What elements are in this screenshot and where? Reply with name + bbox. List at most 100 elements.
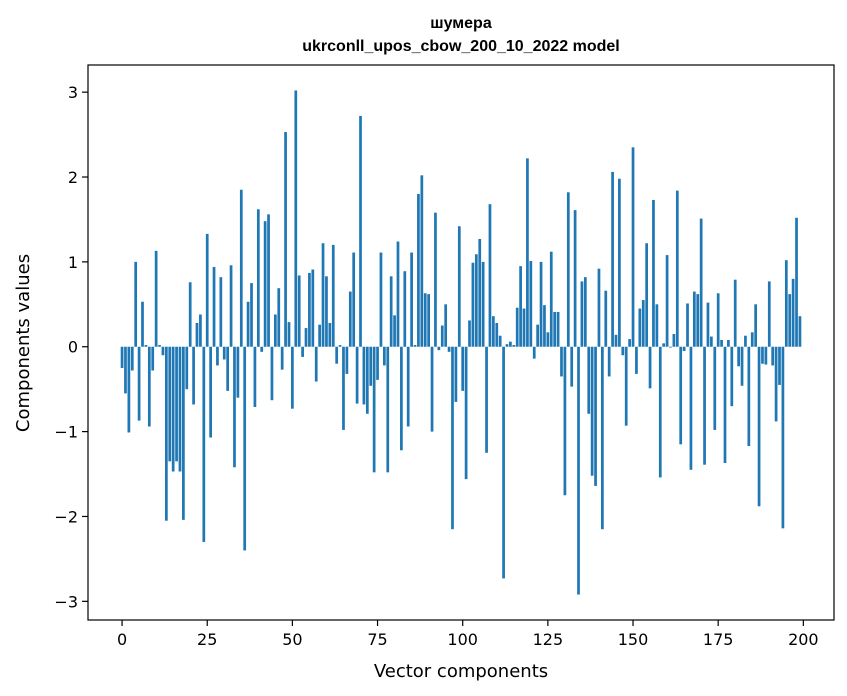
bar-135	[580, 281, 584, 347]
y-axis-label: Components values	[13, 254, 34, 432]
bar-57	[314, 346, 318, 382]
bar-7	[144, 345, 148, 347]
x-tick-label: 0	[117, 630, 127, 649]
bar-183	[744, 335, 747, 347]
bar-17	[178, 346, 182, 472]
bar-18	[182, 346, 185, 520]
bar-193	[778, 346, 781, 385]
bar-118	[522, 308, 526, 347]
bar-66	[345, 346, 349, 374]
bar-8	[147, 346, 151, 427]
bar-157	[655, 304, 659, 347]
bar-162	[672, 334, 676, 347]
bar-141	[601, 346, 604, 530]
bar-65	[342, 346, 345, 430]
bar-15	[171, 346, 175, 472]
bar-59	[321, 243, 325, 347]
bar-56	[311, 269, 315, 347]
x-tick-label: 25	[197, 630, 217, 649]
bar-163	[675, 190, 679, 347]
bar-38	[250, 283, 253, 347]
bar-82	[400, 346, 403, 451]
bar-81	[396, 241, 400, 347]
x-tick-label: 50	[282, 630, 302, 649]
bar-191	[771, 346, 775, 366]
bar-152	[638, 308, 642, 347]
bar-105	[478, 238, 482, 347]
bar-33	[233, 346, 236, 468]
bar-185	[750, 332, 754, 347]
bar-188	[761, 346, 764, 364]
bar-154	[645, 243, 649, 347]
bar-67	[348, 291, 352, 347]
bar-42	[263, 221, 267, 347]
bar-29	[219, 277, 223, 347]
bar-161	[669, 346, 672, 348]
bar-93	[437, 346, 441, 351]
bar-19	[185, 346, 189, 390]
bar-139	[594, 346, 597, 486]
bar-89	[423, 293, 427, 347]
bar-123	[539, 261, 543, 347]
bar-194	[781, 346, 785, 529]
bar-100	[461, 346, 465, 391]
bar-173	[710, 336, 713, 347]
bar-74	[372, 346, 376, 473]
bar-60	[325, 276, 328, 347]
x-tick-label: 175	[703, 630, 734, 649]
y-axis-ticks: −3 −2 −1 0 1 2 3	[54, 83, 88, 611]
bar-109	[491, 316, 495, 347]
bar-159	[662, 343, 666, 347]
bar-34	[236, 346, 240, 398]
bar-10	[154, 250, 158, 347]
bar-158	[658, 346, 662, 478]
bar-3	[130, 346, 134, 371]
bar-166	[686, 303, 689, 347]
bar-52	[297, 275, 301, 347]
bar-24	[202, 346, 206, 542]
bar-45	[273, 314, 277, 347]
bar-107	[485, 346, 488, 453]
bar-2	[127, 346, 131, 433]
bar-83	[403, 271, 407, 347]
bar-28	[216, 346, 219, 366]
bar-61	[328, 322, 332, 347]
bar-119	[526, 158, 529, 347]
bar-87	[417, 193, 420, 347]
bar-48	[284, 132, 287, 347]
bar-146	[618, 178, 621, 347]
bar-177	[723, 346, 727, 464]
bar-138	[590, 346, 594, 476]
x-tick-label: 125	[533, 630, 564, 649]
bar-86	[413, 345, 417, 347]
bar-23	[199, 314, 202, 347]
bar-53	[301, 346, 304, 357]
bar-113	[505, 344, 509, 347]
bar-132	[570, 346, 574, 387]
bar-196	[788, 294, 792, 347]
bar-103	[471, 262, 475, 347]
y-tick-label: 2	[68, 168, 78, 187]
bar-51	[294, 90, 298, 347]
bar-11	[158, 345, 161, 347]
y-tick-label: 1	[68, 253, 78, 272]
bar-168	[692, 291, 696, 347]
x-axis-label: Vector components	[374, 661, 548, 682]
bar-153	[641, 300, 645, 347]
bar-134	[577, 346, 580, 595]
bar-142	[604, 290, 608, 347]
bar-130	[563, 346, 567, 496]
bar-125	[546, 332, 550, 347]
bar-106	[481, 261, 485, 347]
bar-94	[440, 325, 444, 347]
chart-title: шумера	[430, 15, 492, 32]
bar-0	[120, 346, 124, 368]
bar-1	[124, 346, 127, 394]
bar-14	[168, 346, 172, 462]
bar-124	[543, 305, 546, 347]
bar-147	[621, 346, 625, 356]
bar-137	[587, 346, 591, 414]
y-tick-label: 0	[68, 338, 78, 357]
bar-50	[291, 346, 294, 409]
bar-40	[256, 209, 260, 347]
